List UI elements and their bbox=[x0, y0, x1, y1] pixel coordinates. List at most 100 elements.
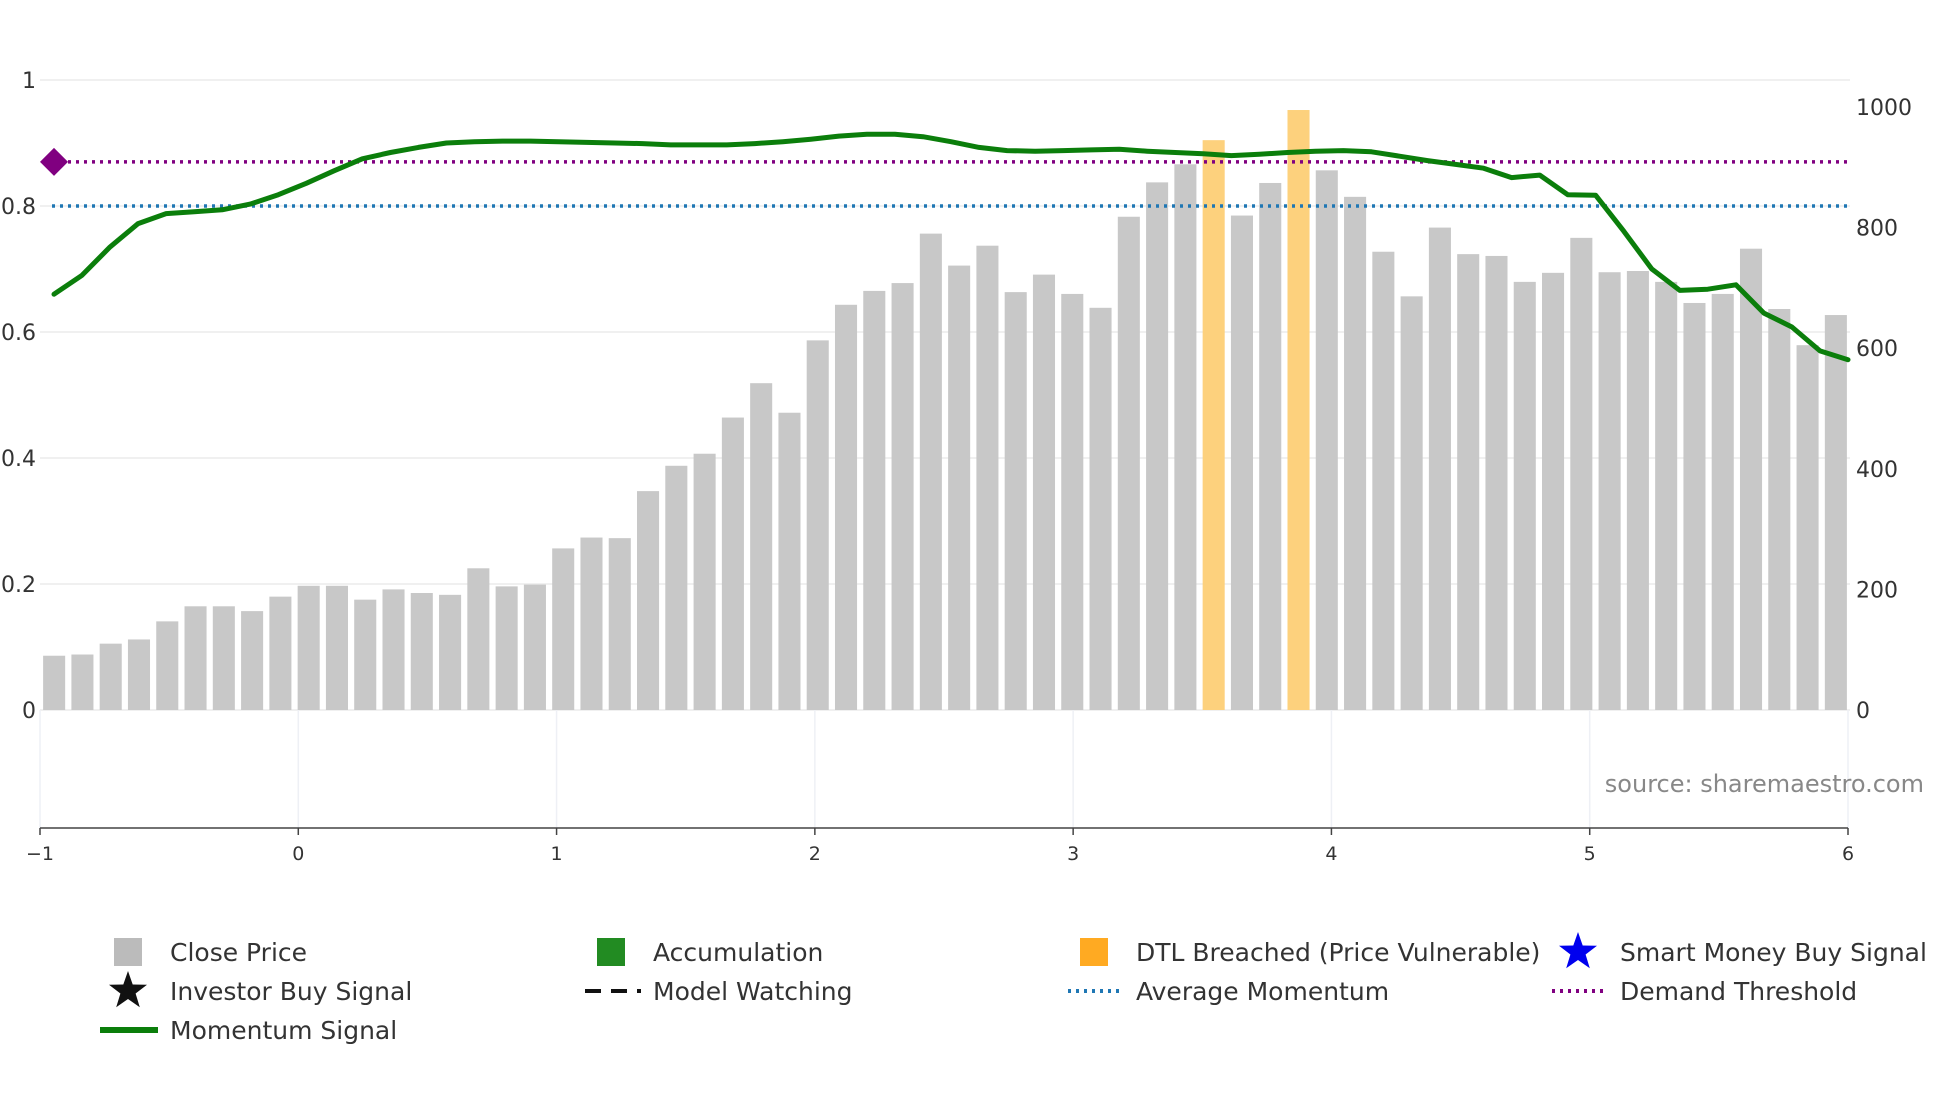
bar-close-price bbox=[1400, 296, 1423, 710]
legend-item: Momentum Signal bbox=[100, 1016, 397, 1045]
y-left-tick-label: 1 bbox=[22, 69, 36, 94]
bar-close-price bbox=[580, 537, 603, 710]
bar-close-price bbox=[382, 589, 405, 710]
bar-close-price bbox=[1061, 293, 1084, 710]
legend-item: Investor Buy Signal bbox=[109, 971, 412, 1008]
reference-lines-layer bbox=[52, 160, 1850, 208]
bar-close-price bbox=[976, 245, 999, 710]
x-tick-label: 3 bbox=[1067, 843, 1079, 865]
bar-close-price bbox=[891, 283, 914, 710]
bar-close-price bbox=[297, 585, 320, 710]
legend-label-momentum-signal: Momentum Signal bbox=[170, 1016, 397, 1045]
bar-close-price bbox=[43, 655, 66, 710]
bar-close-price bbox=[1315, 170, 1338, 710]
legend-item: Average Momentum bbox=[1068, 977, 1389, 1006]
x-tick-label: 2 bbox=[809, 843, 821, 865]
accumulation-swatch bbox=[597, 938, 625, 966]
bar-close-price bbox=[1032, 274, 1056, 710]
y-left-tick-label: 0.6 bbox=[1, 321, 36, 346]
bar-close-price bbox=[1598, 272, 1621, 710]
bar-close-price bbox=[523, 584, 546, 710]
bar-close-price bbox=[863, 290, 886, 710]
bar-close-price bbox=[127, 639, 151, 710]
bar-close-price bbox=[721, 417, 744, 710]
legend-item: Demand Threshold bbox=[1552, 977, 1857, 1006]
bar-close-price bbox=[1457, 254, 1480, 710]
close-price-swatch bbox=[114, 938, 142, 966]
bar-close-price bbox=[71, 654, 94, 710]
legend-label-investor-buy-signal: Investor Buy Signal bbox=[170, 977, 412, 1006]
bar-close-price bbox=[919, 233, 942, 710]
bar-close-price bbox=[184, 606, 207, 710]
bar-close-price bbox=[354, 599, 377, 710]
bar-close-price bbox=[806, 340, 829, 710]
legend-item: Smart Money Buy Signal bbox=[1559, 932, 1927, 969]
bar-close-price bbox=[1739, 248, 1763, 710]
bar-close-price bbox=[1768, 309, 1791, 710]
y-right-tick-label: 1000 bbox=[1856, 96, 1912, 121]
line-layer bbox=[40, 131, 1851, 363]
bar-close-price bbox=[99, 643, 122, 710]
bar-close-price bbox=[637, 491, 660, 710]
legend-item: Accumulation bbox=[597, 938, 823, 967]
bar-close-price bbox=[495, 586, 518, 710]
y-left-tick-label: 0.4 bbox=[1, 447, 36, 472]
y-left-tick-label: 0.2 bbox=[1, 573, 36, 598]
bar-close-price bbox=[1344, 196, 1367, 711]
legend-label-close-price: Close Price bbox=[170, 938, 307, 967]
bar-close-price bbox=[1655, 281, 1678, 710]
bar-close-price bbox=[750, 383, 773, 710]
bar-close-price bbox=[410, 593, 433, 710]
bar-close-price bbox=[241, 611, 264, 710]
star-icon bbox=[109, 971, 147, 1008]
bar-close-price bbox=[1485, 255, 1508, 711]
bar-close-price bbox=[1711, 293, 1734, 710]
dtl-breached-price-vulnerable-swatch bbox=[1080, 938, 1108, 966]
y-right-tick-label: 400 bbox=[1856, 458, 1898, 483]
bar-close-price bbox=[1626, 271, 1649, 710]
bar-layer bbox=[43, 110, 1847, 711]
bar-close-price bbox=[1513, 281, 1536, 710]
x-tick-label: 6 bbox=[1842, 843, 1854, 865]
bar-close-price bbox=[693, 453, 716, 710]
bar-close-price bbox=[1089, 307, 1112, 710]
x-tick-label: 5 bbox=[1584, 843, 1596, 865]
bar-close-price bbox=[1570, 237, 1593, 710]
bar-close-price bbox=[439, 594, 462, 710]
x-tick-label: 0 bbox=[292, 843, 304, 865]
bar-close-price bbox=[1542, 272, 1565, 710]
legend: Close Price Accumulation DTL Breached (Pri… bbox=[100, 932, 1927, 1045]
y-left-tick-label: 0 bbox=[22, 699, 36, 724]
y-right-tick-label: 200 bbox=[1856, 578, 1898, 603]
bar-close-price bbox=[1428, 227, 1451, 710]
demand-threshold-diamond-marker bbox=[40, 147, 68, 176]
y-right-tick-label: 800 bbox=[1856, 217, 1898, 242]
x-tick-label: 1 bbox=[551, 843, 563, 865]
bar-close-price bbox=[1683, 302, 1706, 710]
x-tick-label: −1 bbox=[26, 843, 54, 865]
bar-close-price bbox=[948, 265, 971, 710]
legend-item: Close Price bbox=[114, 938, 307, 967]
axis-layer: 0 0.2 0.4 0.6 0.8 1 0 200 400 600 800 1000 −1 0 1 2 3 4 5 6 bbox=[1, 69, 1912, 865]
bar-close-price bbox=[1372, 251, 1395, 710]
bar-dtl-breached bbox=[1202, 140, 1225, 711]
legend-label-accumulation: Accumulation bbox=[653, 938, 823, 967]
bar-close-price bbox=[1259, 182, 1282, 710]
y-right-tick-label: 600 bbox=[1856, 337, 1898, 362]
source-label: source: sharemaestro.com bbox=[1605, 770, 1924, 798]
bar-close-price bbox=[552, 548, 575, 710]
legend-item: DTL Breached (Price Vulnerable) bbox=[1080, 938, 1540, 967]
bar-close-price bbox=[1004, 292, 1027, 710]
bar-close-price bbox=[1824, 315, 1847, 710]
y-left-tick-label: 0.8 bbox=[1, 195, 36, 220]
legend-label-model-watching: Model Watching bbox=[653, 977, 853, 1006]
grid-layer bbox=[39, 79, 1850, 828]
legend-label-smart-money-buy-signal: Smart Money Buy Signal bbox=[1620, 938, 1927, 967]
bar-close-price bbox=[212, 606, 235, 710]
bar-close-price bbox=[325, 585, 348, 710]
y-right-tick-label: 0 bbox=[1856, 699, 1870, 724]
legend-item: Model Watching bbox=[585, 977, 853, 1006]
bar-close-price bbox=[608, 538, 631, 710]
